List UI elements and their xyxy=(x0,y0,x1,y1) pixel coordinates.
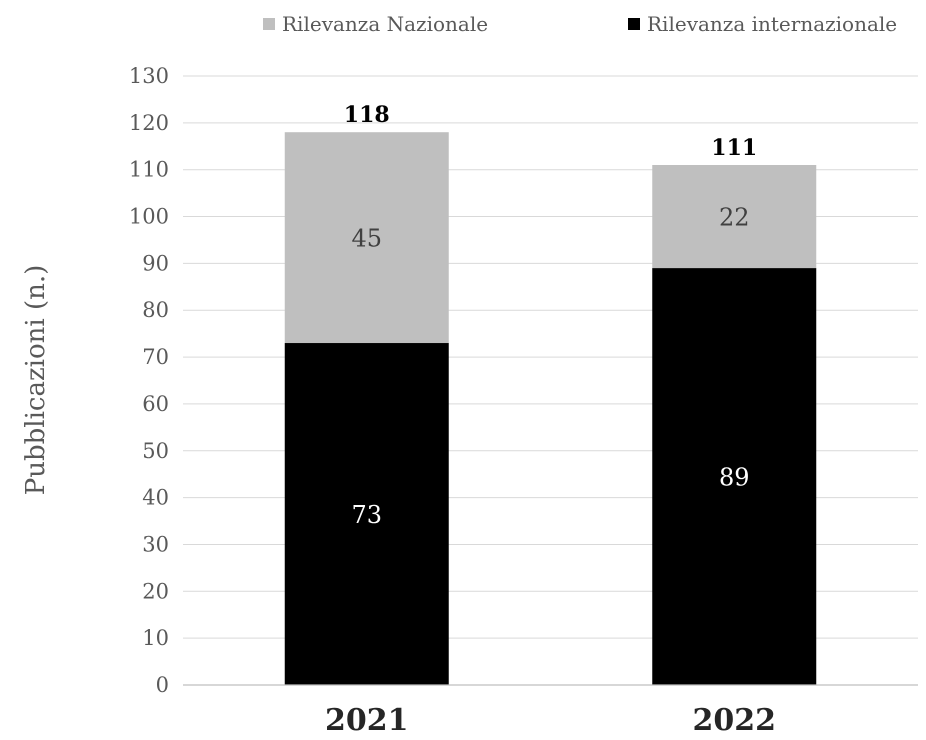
y-tick-label: 20 xyxy=(142,579,169,603)
x-category-label: 2022 xyxy=(693,703,777,738)
legend-swatch-nazionale xyxy=(263,18,275,30)
total-label-2022: 111 xyxy=(711,135,757,161)
x-category-label: 2021 xyxy=(325,703,409,738)
y-tick-label: 10 xyxy=(142,626,169,650)
data-label-nazionale-2021: 45 xyxy=(351,225,382,253)
bars xyxy=(284,132,817,685)
legend: Rilevanza Nazionale Rilevanza internazio… xyxy=(263,12,897,36)
y-tick-label: 60 xyxy=(142,392,169,416)
x-axis-categories: 2021 2022 xyxy=(325,703,776,738)
y-tick-label: 30 xyxy=(142,532,169,556)
total-label-2021: 118 xyxy=(344,102,390,128)
y-axis-ticks: 0 10 20 30 40 50 60 70 80 90 100 110 120 130 xyxy=(129,64,169,697)
legend-label-nazionale: Rilevanza Nazionale xyxy=(282,12,488,36)
y-tick-label: 40 xyxy=(142,486,169,510)
y-tick-label: 130 xyxy=(129,64,169,88)
bar-segment-nazionale-2021 xyxy=(284,132,449,344)
y-axis-label: Pubblicazioni (n.) xyxy=(21,265,51,496)
y-tick-label: 110 xyxy=(129,158,169,182)
y-tick-label: 0 xyxy=(156,673,169,697)
y-tick-label: 70 xyxy=(142,345,169,369)
bar-segment-internazionale-2021 xyxy=(284,343,449,685)
y-tick-label: 120 xyxy=(129,111,169,135)
data-label-nazionale-2022: 22 xyxy=(719,204,750,232)
legend-swatch-internazionale xyxy=(628,18,640,30)
bar-segment-nazionale-2022 xyxy=(652,165,817,269)
bar-segment-internazionale-2022 xyxy=(652,268,817,685)
data-labels: 73 45 118 89 22 111 xyxy=(344,102,757,529)
y-tick-label: 100 xyxy=(129,205,169,229)
y-tick-label: 80 xyxy=(142,298,169,322)
y-tick-label: 50 xyxy=(142,439,169,463)
data-label-internazionale-2022: 89 xyxy=(719,464,750,492)
data-label-internazionale-2021: 73 xyxy=(351,501,382,529)
y-tick-label: 90 xyxy=(142,251,169,275)
legend-label-internazionale: Rilevanza internazionale xyxy=(647,12,897,36)
